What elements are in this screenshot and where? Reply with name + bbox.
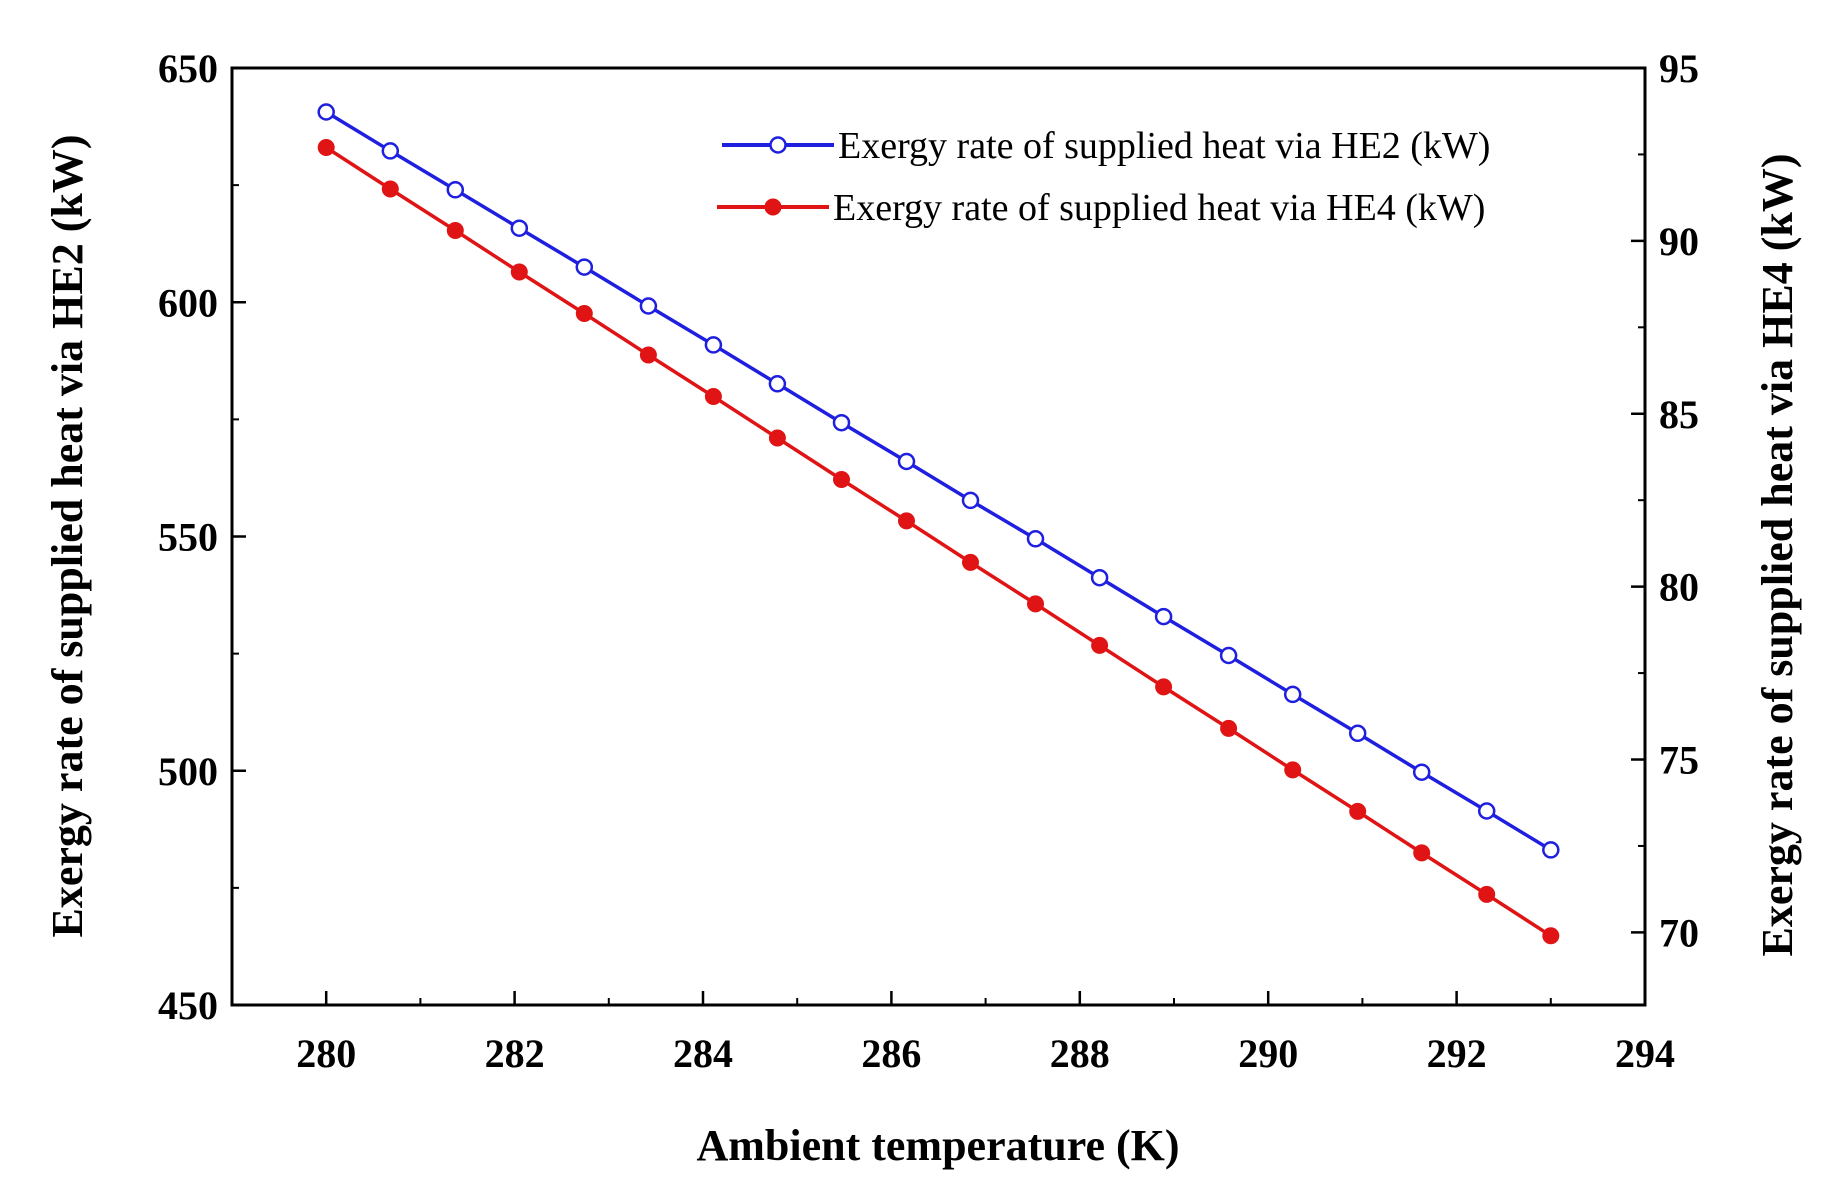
data-point-series-1 <box>510 219 529 237</box>
data-point-series-1 <box>1026 530 1045 548</box>
data-point-series-2 <box>510 263 528 281</box>
right-y-tick-label: 95 <box>1659 46 1699 91</box>
data-point-series-1 <box>1348 724 1367 743</box>
series-line-2 <box>325 146 1552 938</box>
data-point-series-2 <box>1220 719 1238 737</box>
right-y-axis: 70 75 80 85 90 95 <box>1631 46 1699 955</box>
data-point-series-1 <box>1090 568 1109 587</box>
series-layer <box>317 103 1560 945</box>
data-point-series-1 <box>1283 685 1302 704</box>
left-y-tick-label: 500 <box>158 749 218 794</box>
data-point-series-2 <box>962 553 979 571</box>
data-point-series-2 <box>575 305 593 322</box>
x-tick-label: 282 <box>485 1031 545 1076</box>
data-point-series-2 <box>1542 927 1560 945</box>
data-point-series-2 <box>1284 761 1302 779</box>
data-point-series-1 <box>575 258 594 276</box>
data-point-series-1 <box>897 452 916 471</box>
legend-marker-he2 <box>769 136 787 154</box>
x-tick-label: 284 <box>673 1031 733 1076</box>
data-point-series-1 <box>317 103 335 121</box>
data-point-series-2 <box>898 512 915 530</box>
left-y-axis-title: Exergy rate of supplied heat via HE2 (kW… <box>43 135 92 938</box>
data-point-series-2 <box>833 471 850 488</box>
data-point-series-1 <box>1154 607 1173 626</box>
right-y-tick-label: 75 <box>1659 738 1699 783</box>
data-point-series-2 <box>704 388 722 405</box>
data-point-series-1 <box>704 336 723 354</box>
legend-marker-he4 <box>764 198 782 216</box>
data-point-series-2 <box>1478 885 1496 903</box>
data-point-series-2 <box>639 346 657 364</box>
data-point-series-2 <box>1155 678 1173 696</box>
legend-label-he2: Exergy rate of supplied heat via HE2 (kW… <box>838 125 1490 167</box>
left-y-tick-label: 550 <box>158 515 218 560</box>
data-point-series-1 <box>381 142 400 160</box>
x-tick-label: 294 <box>1615 1031 1675 1076</box>
data-point-series-1 <box>1412 763 1431 781</box>
x-axis: 280 282 284 286 288 290 292 294 <box>231 991 1675 1076</box>
data-point-series-1 <box>1542 841 1560 859</box>
x-tick-label: 286 <box>861 1031 921 1076</box>
x-tick-label: 288 <box>1050 1031 1110 1076</box>
left-y-axis: 450 500 550 600 650 <box>158 46 246 1028</box>
data-point-series-2 <box>1027 595 1044 613</box>
right-y-tick-label: 85 <box>1659 392 1699 437</box>
right-y-tick-label: 90 <box>1659 219 1699 264</box>
data-point-series-1 <box>639 297 658 315</box>
data-point-series-1 <box>768 375 787 393</box>
data-point-series-1 <box>832 413 851 432</box>
x-tick-label: 292 <box>1427 1031 1487 1076</box>
legend-label-he4: Exergy rate of supplied heat via HE4 (kW… <box>833 187 1485 229</box>
data-point-series-2 <box>381 180 399 198</box>
data-point-series-2 <box>446 222 464 239</box>
legend: Exergy rate of supplied heat via HE2 (kW… <box>717 125 1490 229</box>
right-y-tick-label: 80 <box>1659 565 1699 610</box>
x-tick-label: 290 <box>1238 1031 1298 1076</box>
data-point-series-1 <box>1477 802 1496 820</box>
data-point-series-1 <box>1219 646 1238 665</box>
series-line-1 <box>325 110 1552 852</box>
data-point-series-1 <box>961 491 980 510</box>
x-tick-label: 280 <box>296 1031 356 1076</box>
data-point-series-2 <box>1349 802 1367 820</box>
left-y-tick-label: 450 <box>158 983 218 1028</box>
data-point-series-2 <box>768 429 786 447</box>
x-axis-title: Ambient temperature (K) <box>696 1121 1179 1170</box>
data-point-series-2 <box>1091 636 1109 654</box>
left-y-tick-label: 650 <box>158 46 218 91</box>
right-y-axis-title: Exergy rate of supplied heat via HE4 (kW… <box>1753 154 1802 957</box>
data-point-series-2 <box>1413 844 1431 862</box>
data-point-series-2 <box>317 139 335 156</box>
right-y-tick-label: 70 <box>1659 910 1699 955</box>
left-y-tick-label: 600 <box>158 280 218 325</box>
data-point-series-1 <box>446 181 465 199</box>
